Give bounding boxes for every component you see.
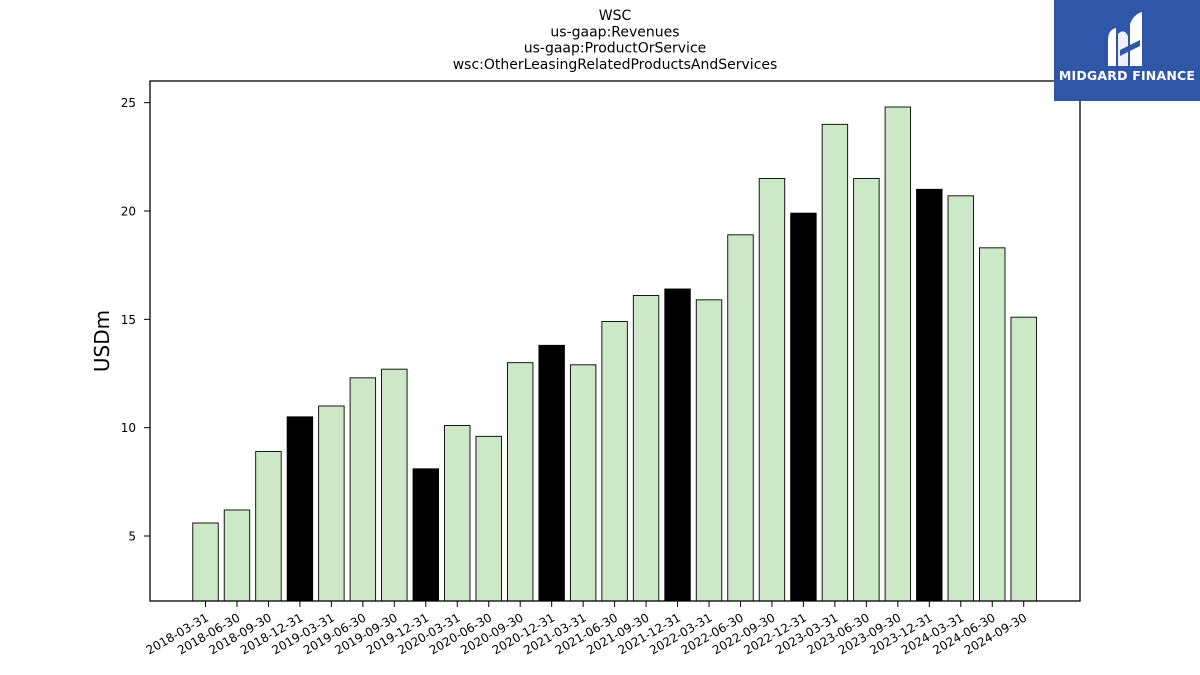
bar: [192, 522, 219, 602]
bar: [853, 178, 880, 602]
bar: [601, 321, 628, 602]
logo-text: MIDGARD FINANCE: [1058, 68, 1196, 83]
bar: [758, 178, 786, 602]
midgard-finance-logo: MIDGARD FINANCE: [1054, 0, 1200, 101]
bar: [475, 435, 502, 602]
bar: [947, 195, 974, 602]
bars: [192, 106, 1037, 602]
bar: [255, 451, 282, 602]
bar: [412, 468, 439, 602]
bar: [979, 247, 1006, 602]
y-axis-label: USDm: [90, 310, 114, 372]
bar: [916, 188, 943, 602]
bar: [1010, 316, 1037, 602]
logo-mark-icon: [1108, 12, 1142, 66]
y-tick-label: 5: [128, 530, 136, 544]
bar: [349, 377, 377, 602]
chart-title-line: WSC: [599, 8, 632, 24]
chart-title: WSCus-gaap:Revenuesus-gaap:ProductOrServ…: [453, 8, 778, 73]
bar: [821, 123, 849, 602]
bar: [727, 234, 754, 602]
chart-title-line: wsc:OtherLeasingRelatedProductsAndServic…: [453, 57, 778, 73]
bar: [695, 299, 723, 602]
bar: [381, 368, 408, 602]
y-tick-label: 20: [121, 205, 136, 219]
bar: [664, 288, 691, 602]
bar: [444, 425, 471, 602]
bar: [318, 405, 345, 602]
chart-title-line: us-gaap:Revenues: [550, 24, 679, 40]
bar: [507, 362, 534, 602]
y-axis: 5 10 15 20 25: [121, 96, 150, 544]
bar: [884, 106, 912, 602]
chart-title-line: us-gaap:ProductOrService: [524, 41, 707, 57]
bar: [569, 364, 597, 602]
bar: [632, 295, 660, 602]
y-tick-label: 25: [121, 96, 136, 110]
bar: [790, 212, 817, 602]
y-tick-label: 10: [121, 421, 136, 435]
x-axis: 2018-03-312018-06-302018-09-302018-12-31…: [144, 601, 1029, 657]
bar: [286, 416, 314, 602]
bar: [223, 509, 251, 602]
bar: [538, 344, 565, 602]
y-tick-label: 15: [121, 313, 136, 327]
